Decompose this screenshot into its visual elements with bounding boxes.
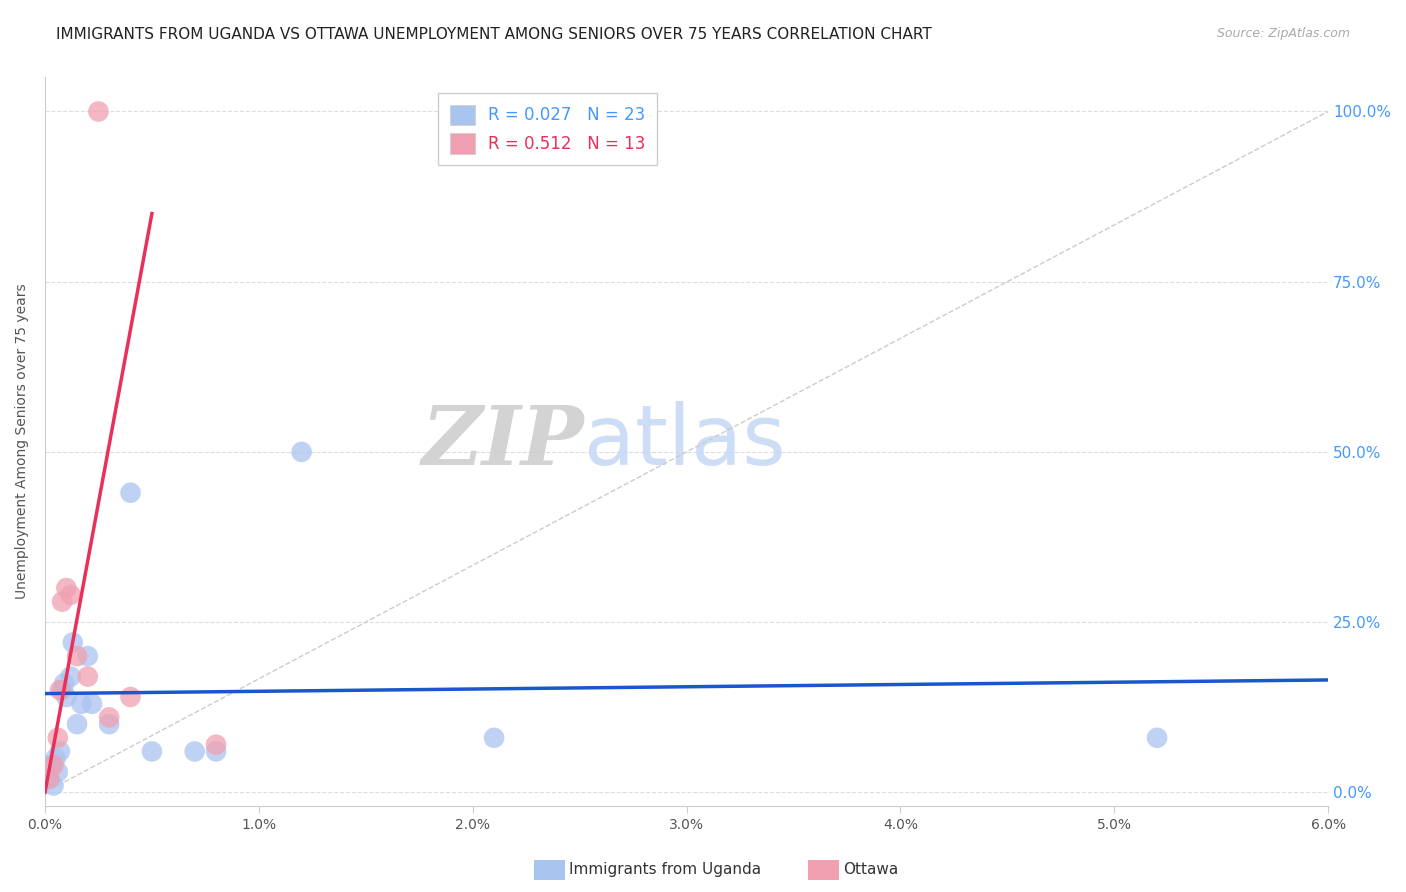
Point <box>183 744 205 758</box>
Text: ZIP: ZIP <box>422 401 583 482</box>
Point <box>120 690 142 704</box>
Point <box>98 717 121 731</box>
Text: IMMIGRANTS FROM UGANDA VS OTTAWA UNEMPLOYMENT AMONG SENIORS OVER 75 YEARS CORREL: IMMIGRANTS FROM UGANDA VS OTTAWA UNEMPLO… <box>56 27 932 42</box>
Point <box>141 744 163 758</box>
Point <box>46 764 69 779</box>
Legend: R = 0.027   N = 23, R = 0.512   N = 13: R = 0.027 N = 23, R = 0.512 N = 13 <box>439 93 657 165</box>
Point <box>51 595 73 609</box>
Text: Immigrants from Uganda: Immigrants from Uganda <box>569 863 762 877</box>
Text: Ottawa: Ottawa <box>844 863 898 877</box>
Point <box>62 635 84 649</box>
Point <box>41 758 63 772</box>
Point <box>87 104 110 119</box>
Point <box>55 690 77 704</box>
Point <box>482 731 505 745</box>
Point <box>205 744 228 758</box>
Point <box>49 683 72 698</box>
Point <box>205 738 228 752</box>
Point <box>45 751 67 765</box>
Point <box>51 683 73 698</box>
Point <box>42 779 65 793</box>
Point <box>1146 731 1168 745</box>
Point <box>49 744 72 758</box>
Point <box>55 581 77 595</box>
Point <box>66 717 89 731</box>
Point <box>291 445 314 459</box>
Point <box>76 649 98 664</box>
Point <box>42 758 65 772</box>
Point <box>76 669 98 683</box>
Point <box>66 649 89 664</box>
Text: atlas: atlas <box>583 401 786 483</box>
Point <box>46 731 69 745</box>
Point <box>120 485 142 500</box>
Point <box>38 772 60 786</box>
Point <box>98 710 121 724</box>
Point <box>80 697 103 711</box>
Point <box>53 676 76 690</box>
Y-axis label: Unemployment Among Seniors over 75 years: Unemployment Among Seniors over 75 years <box>15 284 30 599</box>
Point <box>70 697 93 711</box>
Point <box>59 588 82 602</box>
Text: Source: ZipAtlas.com: Source: ZipAtlas.com <box>1216 27 1350 40</box>
Point <box>59 669 82 683</box>
Point <box>38 772 60 786</box>
